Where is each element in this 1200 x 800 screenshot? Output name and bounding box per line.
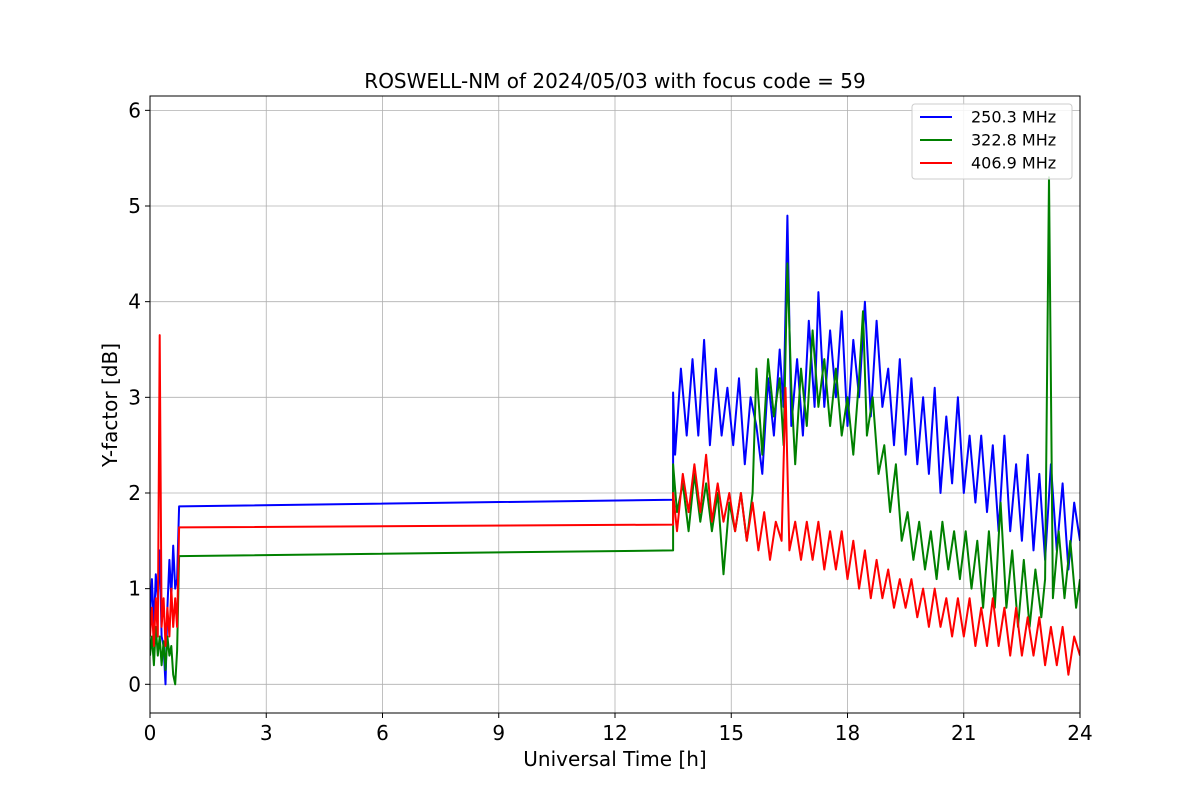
y-axis-label: Y-factor [dB]: [98, 343, 122, 468]
x-tick-label: 18: [835, 721, 860, 745]
legend-label: 250.3 MHz: [971, 108, 1056, 127]
y-axis-ticks: 0 1 2 3 4 5 6: [128, 98, 150, 696]
chart-title: ROSWELL-NM of 2024/05/03 with focus code…: [364, 69, 865, 93]
y-tick-label: 3: [128, 385, 141, 409]
x-tick-label: 24: [1067, 721, 1092, 745]
x-tick-label: 12: [602, 721, 627, 745]
x-axis-label: Universal Time [h]: [523, 747, 706, 771]
y-tick-label: 5: [128, 194, 141, 218]
y-tick-label: 4: [128, 290, 141, 314]
x-tick-label: 0: [144, 721, 157, 745]
y-tick-label: 2: [128, 481, 141, 505]
legend: 250.3 MHz 322.8 MHz 406.9 MHz: [911, 103, 1073, 180]
x-tick-label: 9: [492, 721, 505, 745]
x-tick-label: 6: [376, 721, 389, 745]
y-tick-label: 1: [128, 577, 141, 601]
y-tick-label: 0: [128, 672, 141, 696]
x-tick-label: 21: [951, 721, 976, 745]
legend-label: 322.8 MHz: [971, 131, 1056, 150]
y-tick-label: 6: [128, 98, 141, 122]
x-tick-label: 3: [260, 721, 273, 745]
x-axis-ticks: 0 3 6 9 12 15 18 21 24: [144, 713, 1093, 745]
series-line-1: [150, 214, 1080, 686]
legend-box: [911, 103, 1073, 180]
series-line-3: [150, 334, 1080, 676]
plot-clip: [150, 176, 1080, 686]
series-layer: [150, 176, 1080, 686]
legend-label: 406.9 MHz: [971, 154, 1056, 173]
x-tick-label: 15: [719, 721, 744, 745]
series-line-2: [150, 176, 1080, 686]
